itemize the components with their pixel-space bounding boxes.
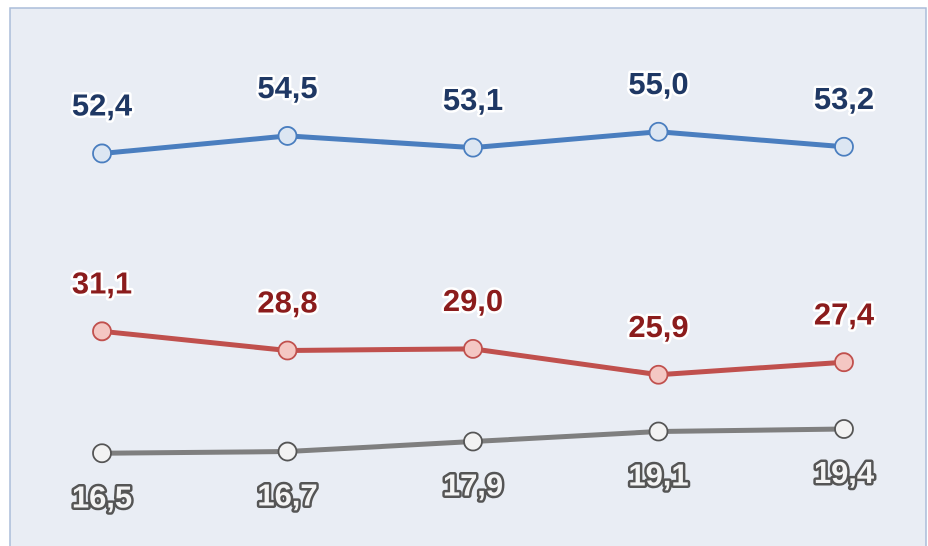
data-label: 17,9 [443, 468, 503, 503]
data-label: 31,1 [72, 266, 132, 301]
data-point [648, 421, 669, 442]
data-label: 25,9 [628, 309, 688, 344]
data-label: 27,4 [814, 296, 875, 331]
data-point [463, 338, 483, 359]
data-label: 54,5 [257, 70, 317, 105]
data-point [277, 340, 298, 361]
data-point [92, 443, 112, 464]
data-point [463, 137, 483, 158]
data-label: 16,5 [72, 479, 132, 514]
data-label: 19,1 [628, 458, 688, 493]
data-label: 16,7 [257, 478, 317, 513]
data-point [648, 121, 669, 142]
data-point [834, 352, 854, 373]
data-point [92, 143, 112, 164]
data-label: 52,4 [72, 88, 133, 123]
data-label: 29,0 [443, 283, 503, 318]
data-label: 55,0 [628, 66, 688, 101]
plot-background [9, 7, 927, 546]
data-point [834, 136, 854, 157]
data-label: 28,8 [257, 285, 317, 320]
data-point [834, 419, 854, 439]
data-point [463, 431, 483, 452]
data-label: 19,4 [814, 455, 875, 490]
data-point [648, 364, 669, 385]
data-point [277, 441, 298, 462]
data-label: 53,1 [443, 82, 503, 117]
data-point [277, 126, 298, 146]
data-label: 53,2 [814, 81, 874, 116]
data-point [92, 321, 112, 342]
